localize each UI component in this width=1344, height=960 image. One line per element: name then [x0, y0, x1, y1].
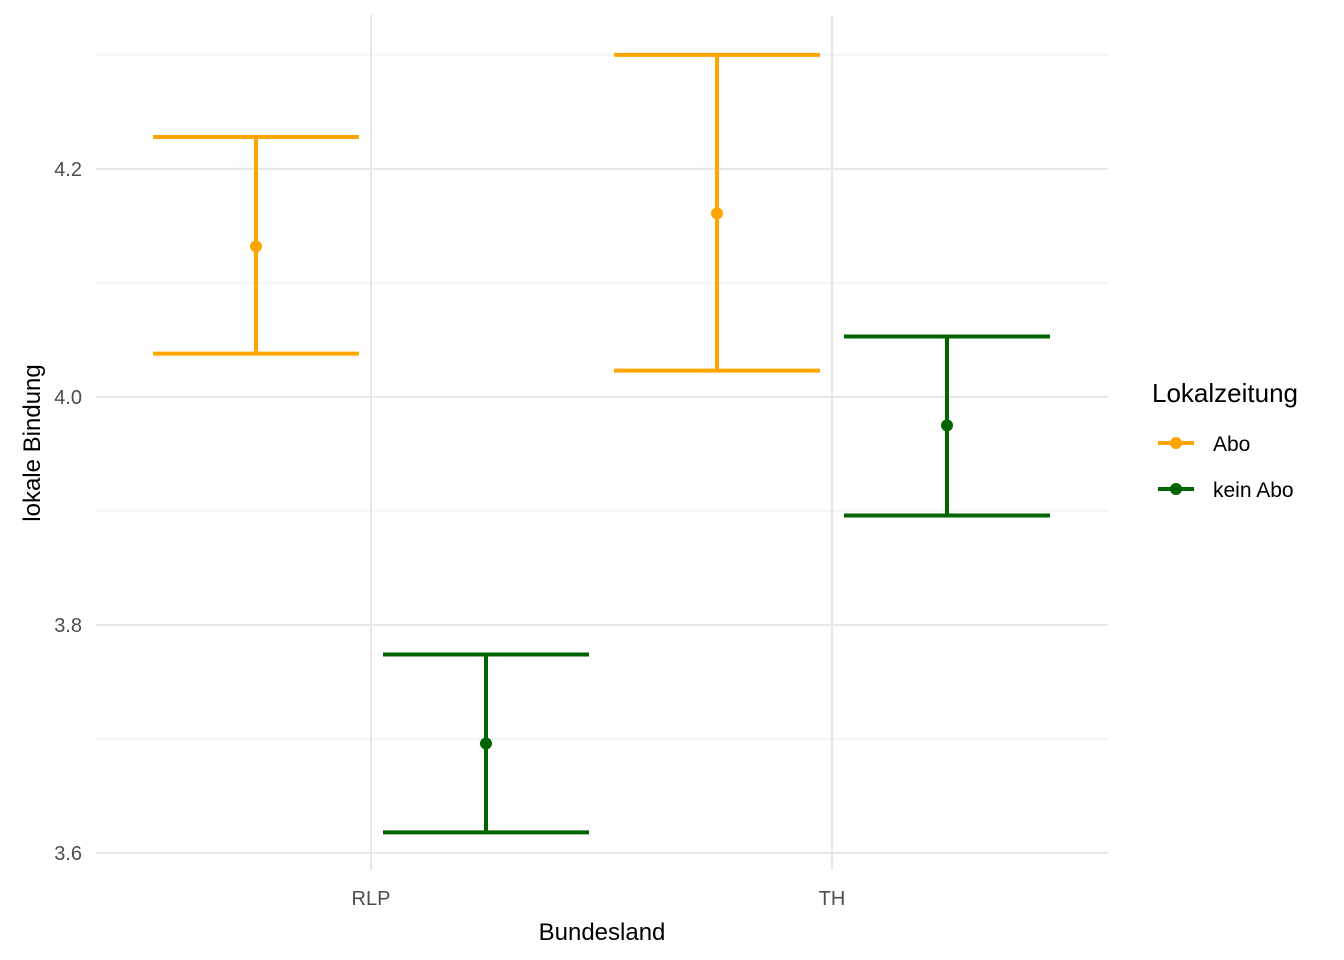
mean-point — [480, 737, 492, 750]
x-tick-label: RLP — [352, 888, 391, 910]
series — [153, 52, 1050, 835]
legend-title: Lokalzeitung — [1152, 378, 1298, 408]
legend-label: Abo — [1213, 433, 1250, 456]
y-tick-label: 3.6 — [54, 843, 82, 865]
y-axis-ticks: 3.6 3.8 4.0 4.2 — [54, 159, 82, 865]
series-1 — [383, 334, 1050, 835]
legend: Lokalzeitung Abo kein Abo — [1152, 378, 1298, 502]
x-axis-title: Bundesland — [539, 919, 666, 946]
legend-item-0: Abo — [1158, 433, 1250, 456]
x-axis-ticks: RLP TH — [352, 888, 846, 910]
mean-point — [250, 240, 262, 253]
legend-key-point — [1170, 483, 1182, 495]
x-tick-label: TH — [819, 888, 846, 910]
y-tick-label: 3.8 — [54, 615, 82, 637]
series-0 — [153, 52, 820, 373]
legend-key-point — [1170, 437, 1182, 449]
y-tick-label: 4.0 — [54, 387, 82, 409]
y-axis-title: lokale Bindung — [19, 364, 46, 521]
mean-point — [941, 419, 953, 432]
mean-point — [711, 207, 723, 220]
legend-label: kein Abo — [1213, 479, 1294, 502]
grid — [96, 15, 1108, 870]
legend-item-1: kein Abo — [1158, 479, 1294, 502]
y-tick-label: 4.2 — [54, 159, 82, 181]
